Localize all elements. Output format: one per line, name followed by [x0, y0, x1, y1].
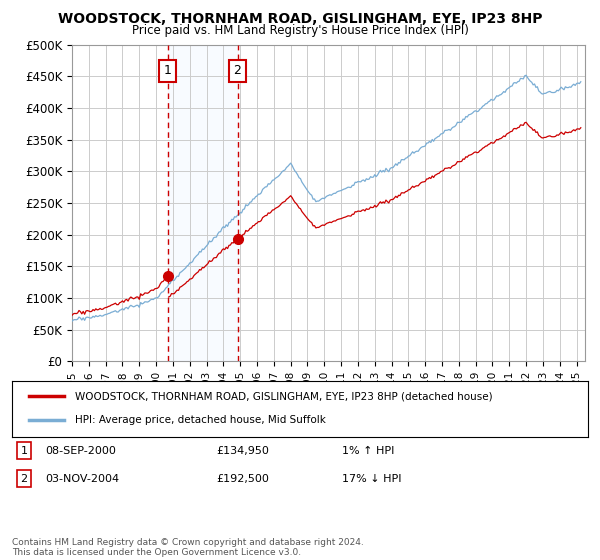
Text: £134,950: £134,950	[216, 446, 269, 456]
Text: 1% ↑ HPI: 1% ↑ HPI	[342, 446, 394, 456]
Text: 1: 1	[164, 64, 172, 77]
Text: 03-NOV-2004: 03-NOV-2004	[45, 474, 119, 484]
Text: Contains HM Land Registry data © Crown copyright and database right 2024.
This d: Contains HM Land Registry data © Crown c…	[12, 538, 364, 557]
Text: 2: 2	[20, 474, 28, 484]
Text: 1: 1	[20, 446, 28, 456]
Text: 17% ↓ HPI: 17% ↓ HPI	[342, 474, 401, 484]
Bar	[168, 45, 238, 361]
Text: £192,500: £192,500	[216, 474, 269, 484]
Text: WOODSTOCK, THORNHAM ROAD, GISLINGHAM, EYE, IP23 8HP: WOODSTOCK, THORNHAM ROAD, GISLINGHAM, EY…	[58, 12, 542, 26]
Text: WOODSTOCK, THORNHAM ROAD, GISLINGHAM, EYE, IP23 8HP (detached house): WOODSTOCK, THORNHAM ROAD, GISLINGHAM, EY…	[76, 391, 493, 402]
Text: Price paid vs. HM Land Registry's House Price Index (HPI): Price paid vs. HM Land Registry's House …	[131, 24, 469, 36]
Text: 08-SEP-2000: 08-SEP-2000	[45, 446, 116, 456]
Text: HPI: Average price, detached house, Mid Suffolk: HPI: Average price, detached house, Mid …	[76, 415, 326, 425]
Text: 2: 2	[233, 64, 241, 77]
